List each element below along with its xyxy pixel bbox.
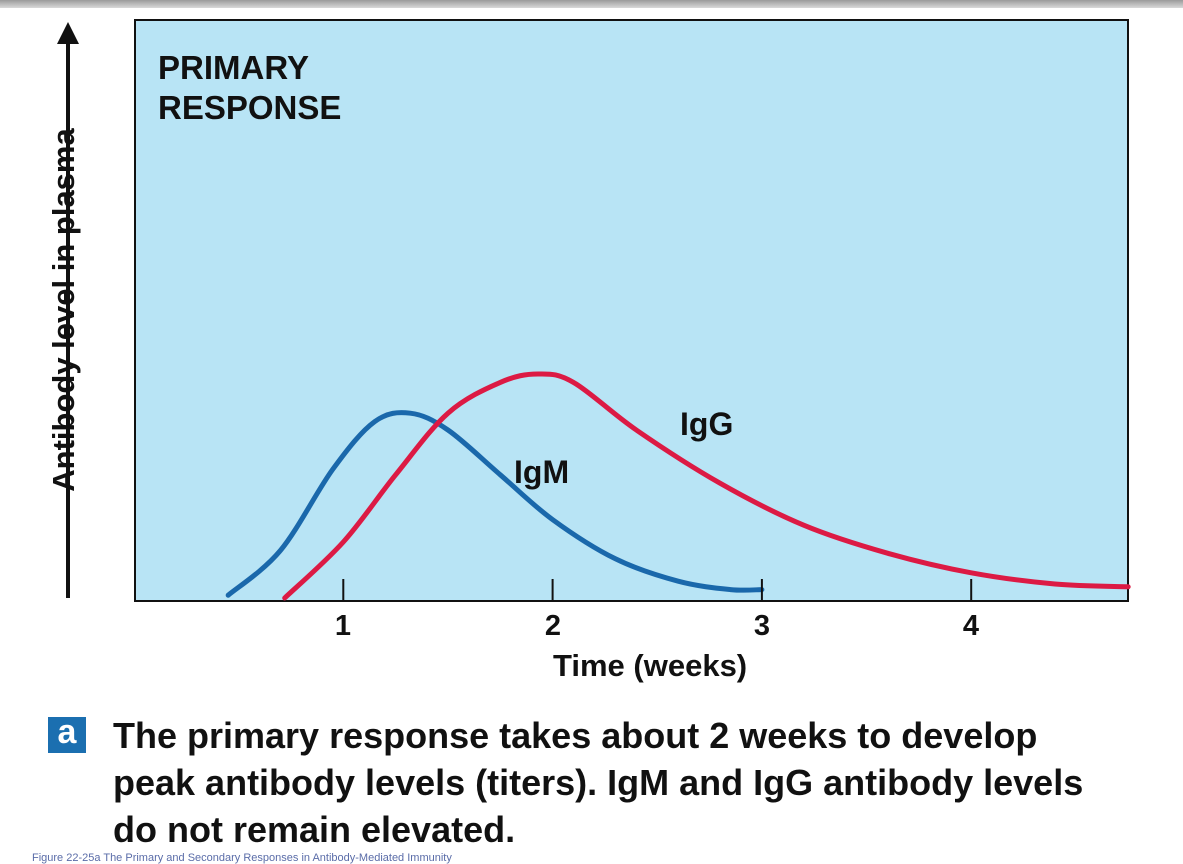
x-tick-label-1: 1 xyxy=(334,610,352,642)
series-line-igg xyxy=(282,371,1131,601)
chart-title-text: PRIMARY RESPONSE xyxy=(158,49,342,126)
y-axis-label: Antibody level in plasma xyxy=(46,128,81,492)
chart xyxy=(57,19,1131,602)
y-axis-arrowhead xyxy=(57,22,79,44)
figure-footer: Figure 22-25a The Primary and Secondary … xyxy=(32,852,452,864)
series-line-igm xyxy=(225,410,765,598)
x-tick-label-4: 4 xyxy=(962,610,980,642)
figure-caption: The primary response takes about 2 weeks… xyxy=(113,715,1084,850)
plot-area xyxy=(134,19,1129,602)
x-tick-label-2: 2 xyxy=(544,610,562,642)
x-axis-label: Time (weeks) xyxy=(553,648,748,683)
series-label-igm: IgM xyxy=(514,454,570,490)
series-label-igg: IgG xyxy=(680,406,734,442)
x-tick-label-3: 3 xyxy=(753,610,771,642)
tick-layer xyxy=(342,579,973,601)
top-rule xyxy=(0,0,1183,8)
series-layer xyxy=(225,371,1131,601)
chart-title: PRIMARY RESPONSE xyxy=(158,48,358,128)
panel-label-badge: a xyxy=(48,715,86,753)
